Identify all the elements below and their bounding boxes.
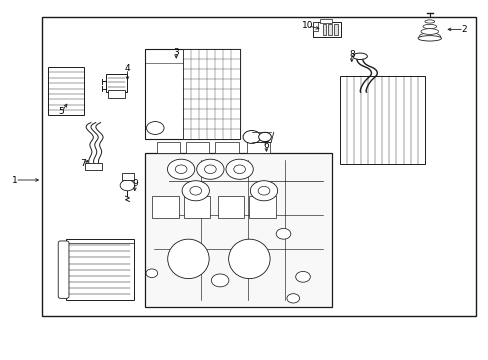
Circle shape (258, 186, 269, 195)
Text: 6: 6 (263, 141, 269, 150)
Bar (157, 142, 180, 153)
Circle shape (196, 159, 224, 179)
Ellipse shape (417, 36, 441, 41)
Ellipse shape (422, 24, 436, 29)
Ellipse shape (420, 29, 438, 35)
Circle shape (120, 180, 135, 191)
Circle shape (182, 181, 209, 201)
Text: 1: 1 (12, 176, 18, 185)
Bar (249, 196, 276, 218)
Bar (312, 22, 340, 37)
Bar (122, 173, 134, 180)
Bar (320, 19, 331, 23)
Circle shape (276, 228, 290, 239)
Circle shape (175, 165, 186, 174)
Ellipse shape (228, 239, 269, 279)
Text: 8: 8 (348, 50, 354, 59)
Circle shape (243, 131, 260, 143)
Circle shape (295, 271, 310, 282)
Text: 10: 10 (302, 21, 313, 30)
Bar (65, 239, 134, 300)
Circle shape (225, 159, 253, 179)
Bar (312, 22, 317, 31)
Text: 5: 5 (59, 107, 64, 116)
Bar (183, 196, 210, 218)
Circle shape (258, 132, 271, 141)
Bar (144, 49, 239, 139)
Circle shape (189, 186, 201, 195)
Text: 4: 4 (124, 64, 130, 73)
Bar (152, 196, 178, 218)
Ellipse shape (424, 20, 434, 23)
Bar (48, 67, 84, 116)
Circle shape (204, 165, 216, 174)
Bar (185, 142, 209, 153)
Circle shape (146, 269, 158, 278)
Bar (328, 24, 331, 35)
Bar (182, 49, 239, 139)
Bar (42, 17, 475, 316)
FancyBboxPatch shape (58, 241, 69, 298)
Text: 3: 3 (173, 48, 179, 57)
Bar (339, 76, 424, 164)
Bar (246, 142, 270, 153)
Bar (217, 196, 244, 218)
Circle shape (167, 159, 194, 179)
Bar (144, 153, 331, 307)
Ellipse shape (352, 53, 366, 59)
Circle shape (211, 274, 228, 287)
Bar (84, 163, 102, 170)
Circle shape (146, 122, 163, 134)
Bar (333, 24, 337, 35)
Circle shape (286, 294, 299, 303)
Circle shape (233, 165, 245, 174)
Ellipse shape (167, 239, 209, 279)
Text: 7: 7 (81, 159, 86, 168)
Circle shape (250, 181, 277, 201)
Text: 9: 9 (132, 179, 138, 188)
Bar (105, 74, 127, 92)
Bar (215, 142, 238, 153)
Ellipse shape (418, 33, 440, 40)
Bar (322, 24, 326, 35)
Bar (108, 90, 125, 98)
Text: 2: 2 (460, 25, 466, 34)
